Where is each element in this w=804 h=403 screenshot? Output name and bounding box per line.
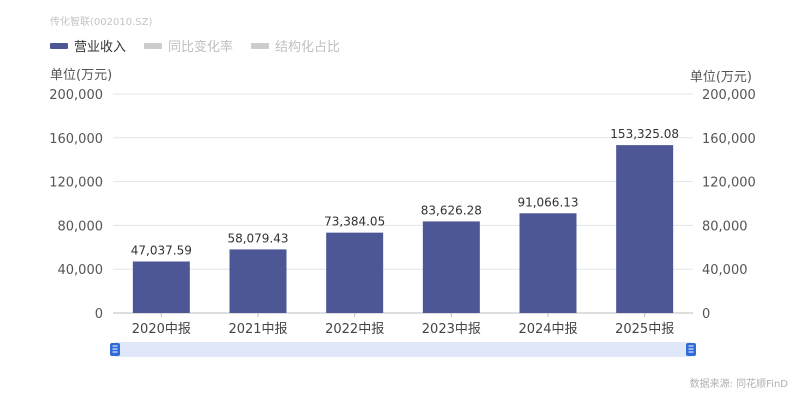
y-axis-unit-left: 单位(万元) [50,68,113,83]
bar[interactable] [519,213,577,313]
data-label: 47,037.59 [131,243,192,257]
zoom-slider-track[interactable] [115,342,691,357]
data-source: 数据来源: 同花顺FinD [689,379,788,390]
y-tick-label-left: 80,000 [58,219,104,234]
legend-item-yoy[interactable]: 同比变化率 [144,36,233,55]
bar[interactable] [326,232,384,313]
y-tick-label-left: 0 [95,307,103,322]
bar[interactable] [616,145,674,313]
legend: 营业收入 同比变化率 结构化占比 [50,36,340,55]
y-tick-label-left: 40,000 [58,263,104,278]
x-tick-label: 2024中报 [518,322,577,337]
y-tick-label-left: 200,000 [49,88,103,103]
legend-swatch-structure [251,42,270,49]
y-tick-label-right: 80,000 [702,219,748,234]
legend-label-revenue: 营业收入 [74,40,127,55]
watermark-title: 传化智联(002010.SZ) [50,17,153,28]
y-tick-label-left: 160,000 [49,132,103,147]
data-label: 83,626.28 [421,203,482,217]
y-tick-label-right: 120,000 [702,176,756,191]
bar[interactable] [422,221,480,313]
y-tick-label-left: 120,000 [49,176,103,191]
x-tick-label: 2022中报 [325,322,384,337]
legend-item-structure[interactable]: 结构化占比 [251,36,340,55]
x-tick-label: 2020中报 [132,322,191,337]
data-label: 153,325.08 [610,127,679,141]
y-tick-label-right: 0 [702,307,710,322]
data-label: 58,079.43 [227,231,288,245]
bar[interactable] [229,249,287,313]
legend-item-revenue[interactable]: 营业收入 [50,36,126,55]
y-tick-label-right: 160,000 [702,132,756,147]
y-tick-label-right: 200,000 [702,88,756,103]
legend-swatch-yoy [144,42,163,49]
data-label: 73,384.05 [324,215,385,229]
x-tick-label: 2025中报 [615,322,674,337]
bar[interactable] [132,261,190,313]
data-label: 91,066.13 [517,195,578,209]
legend-label-yoy: 同比变化率 [168,40,234,55]
legend-swatch-revenue [50,42,68,49]
legend-label-structure: 结构化占比 [275,40,341,55]
x-tick-label: 2021中报 [228,322,287,337]
y-tick-label-right: 40,000 [702,263,748,278]
y-axis-unit-right: 单位(万元) [689,70,752,85]
x-tick-label: 2023中报 [422,322,481,337]
